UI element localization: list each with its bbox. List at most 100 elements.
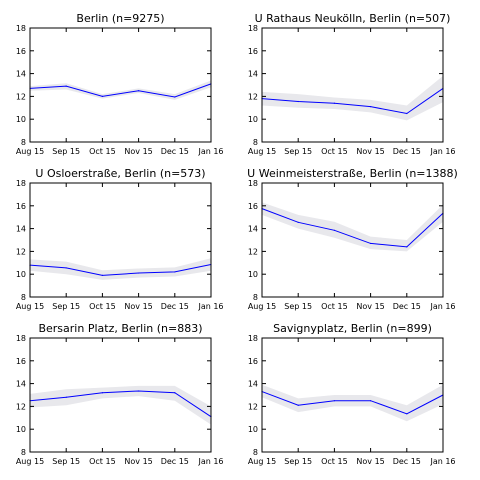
x-tick-label: Jan 16 [429, 457, 455, 466]
data-point [334, 103, 335, 104]
x-tick-label: Dec 15 [161, 302, 189, 311]
y-tick-label: 14 [16, 225, 26, 234]
x-tick-label: Sep 15 [52, 302, 80, 311]
y-tick-label: 10 [248, 425, 258, 434]
x-tick-label: Aug 15 [16, 147, 44, 156]
x-tick-label: Aug 15 [248, 457, 276, 466]
y-tick-label: 10 [16, 270, 26, 279]
x-tick-label: Aug 15 [16, 457, 44, 466]
axes-frame [262, 28, 443, 142]
data-point [370, 243, 371, 244]
data-point [174, 271, 175, 272]
y-tick-label: 18 [16, 179, 26, 188]
y-tick-label: 8 [21, 448, 26, 457]
y-tick-label: 8 [253, 293, 258, 302]
y-tick-label: 16 [16, 47, 26, 56]
x-tick-label: Sep 15 [52, 457, 80, 466]
data-point [334, 230, 335, 231]
chart-panel-3: U Osloerstraße, Berlin (n=573) 8 10 12 14 16 1… [16, 167, 224, 311]
data-point [66, 267, 67, 268]
x-tick-label: Nov 15 [124, 302, 152, 311]
data-point [406, 113, 407, 114]
chart-panel-4: U Weinmeisterstraße, Berlin (n=1388) 8 10 1… [247, 167, 458, 311]
y-tick-label: 16 [248, 47, 258, 56]
data-point [138, 390, 139, 391]
chart-title: Berlin (n=9275) [76, 12, 164, 25]
x-tick-label: Nov 15 [356, 457, 384, 466]
x-tick-label: Jan 16 [197, 302, 223, 311]
chart-title: Savignyplatz, Berlin (n=899) [273, 322, 432, 335]
chart-title: Bersarin Platz, Berlin (n=883) [38, 322, 202, 335]
data-point [406, 246, 407, 247]
data-point [174, 96, 175, 97]
y-tick-label: 14 [16, 380, 26, 389]
data-point [66, 397, 67, 398]
x-tick-label: Sep 15 [284, 147, 312, 156]
y-tick-label: 10 [16, 115, 26, 124]
y-tick-label: 18 [248, 24, 258, 33]
x-tick-label: Jan 16 [429, 302, 455, 311]
chart-title: U Rathaus Neukölln, Berlin (n=507) [255, 12, 451, 25]
x-tick-label: Jan 16 [429, 147, 455, 156]
y-tick-label: 14 [16, 70, 26, 79]
x-tick-label: Dec 15 [161, 457, 189, 466]
y-tick-label: 8 [21, 293, 26, 302]
data-point [370, 106, 371, 107]
x-tick-label: Oct 15 [321, 457, 348, 466]
confidence-band [262, 385, 443, 421]
chart-panel-1: Berlin (n=9275) 8 10 12 14 16 18 Aug 15 Sep 15 Oc… [16, 12, 224, 156]
y-tick-label: 16 [248, 202, 258, 211]
x-tick-label: Dec 15 [393, 147, 421, 156]
y-tick-label: 10 [248, 115, 258, 124]
chart-title: U Osloerstraße, Berlin (n=573) [35, 167, 205, 180]
data-point [370, 400, 371, 401]
x-tick-label: Aug 15 [248, 302, 276, 311]
x-tick-label: Dec 15 [393, 302, 421, 311]
chart-title: U Weinmeisterstraße, Berlin (n=1388) [247, 167, 458, 180]
y-tick-label: 14 [248, 70, 258, 79]
data-point [66, 86, 67, 87]
data-point [138, 90, 139, 91]
y-tick-label: 14 [248, 225, 258, 234]
y-tick-label: 8 [21, 138, 26, 147]
confidence-band [30, 258, 211, 280]
y-tick-label: 12 [248, 402, 258, 411]
data-point [174, 392, 175, 393]
y-tick-label: 18 [248, 179, 258, 188]
x-tick-label: Aug 15 [16, 302, 44, 311]
confidence-band [262, 76, 443, 120]
data-point [102, 392, 103, 393]
x-tick-label: Oct 15 [321, 302, 348, 311]
y-tick-label: 14 [248, 380, 258, 389]
y-tick-label: 16 [248, 357, 258, 366]
confidence-band [30, 80, 211, 99]
data-point [102, 96, 103, 97]
x-tick-label: Oct 15 [89, 302, 116, 311]
x-tick-label: Oct 15 [321, 147, 348, 156]
x-tick-label: Sep 15 [284, 457, 312, 466]
x-tick-label: Oct 15 [89, 147, 116, 156]
data-point [102, 275, 103, 276]
y-tick-label: 12 [248, 247, 258, 256]
data-point [138, 272, 139, 273]
y-tick-label: 12 [16, 92, 26, 101]
data-point [406, 413, 407, 414]
y-tick-label: 12 [16, 402, 26, 411]
x-tick-label: Aug 15 [248, 147, 276, 156]
y-tick-label: 18 [248, 334, 258, 343]
y-tick-label: 12 [248, 92, 258, 101]
y-tick-label: 18 [16, 334, 26, 343]
y-tick-label: 10 [248, 270, 258, 279]
axes-frame [30, 183, 211, 297]
x-tick-label: Nov 15 [356, 147, 384, 156]
y-tick-label: 8 [253, 448, 258, 457]
x-tick-label: Oct 15 [89, 457, 116, 466]
x-tick-label: Nov 15 [124, 457, 152, 466]
y-tick-label: 8 [253, 138, 258, 147]
y-tick-label: 16 [16, 357, 26, 366]
y-tick-label: 18 [16, 24, 26, 33]
chart-panel-2: U Rathaus Neukölln, Berlin (n=507) 8 10 12 1… [248, 12, 456, 156]
x-tick-label: Sep 15 [284, 302, 312, 311]
data-point [298, 222, 299, 223]
